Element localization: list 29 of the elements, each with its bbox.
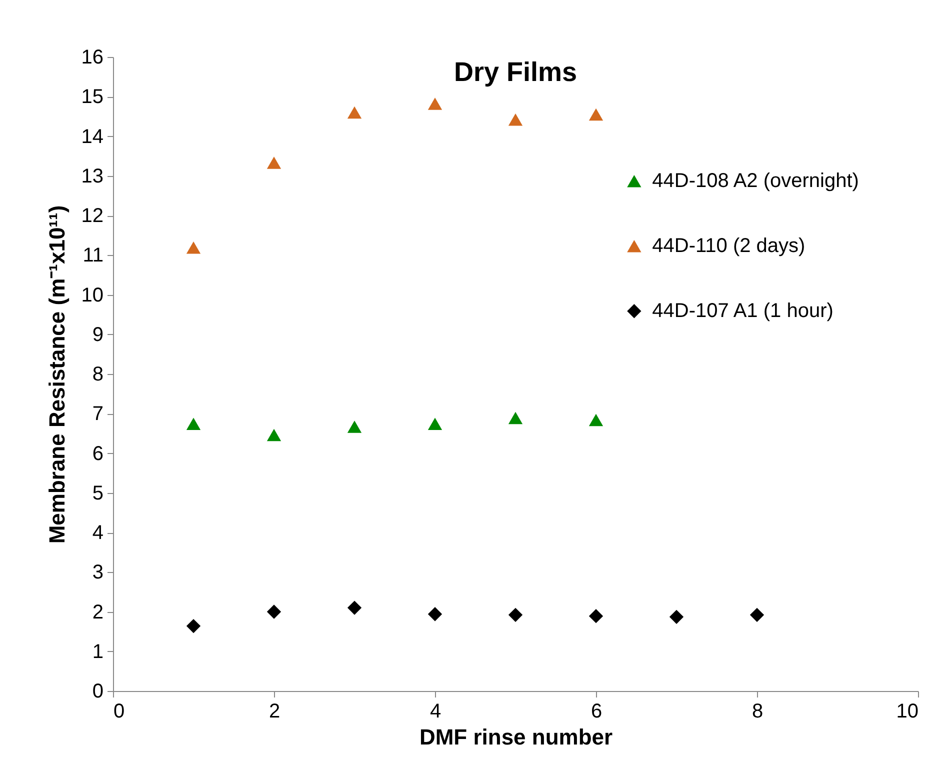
y-axis-title: Membrane Resistance (m⁻¹x10¹¹)	[44, 205, 70, 544]
y-tick-label: 4	[92, 522, 104, 544]
legend-label: 44D-108 A2 (overnight)	[652, 170, 859, 192]
y-tick-label: 5	[92, 482, 104, 504]
y-tick-label: 8	[92, 364, 104, 386]
y-tick-label: 15	[81, 86, 104, 108]
y-tick-label: 14	[81, 126, 104, 148]
x-tick-label: 8	[752, 700, 764, 722]
legend-label: 44D-107 A1 (1 hour)	[652, 300, 834, 322]
legend-label: 44D-110 (2 days)	[652, 235, 806, 258]
y-tick-label: 10	[81, 284, 104, 306]
x-tick-label: 10	[896, 700, 918, 722]
y-tick-label: 1	[92, 640, 104, 663]
y-tick-label: 13	[81, 165, 104, 188]
y-tick-label: 11	[82, 244, 104, 267]
y-tick-label: 2	[92, 601, 104, 624]
y-tick-label: 3	[92, 562, 104, 584]
x-tick-label: 2	[268, 700, 280, 722]
y-tick-label: 9	[92, 324, 104, 346]
y-tick-label: 12	[81, 205, 104, 227]
x-tick-label: 0	[114, 700, 125, 722]
y-tick-label: 7	[92, 403, 104, 426]
x-tick-label: 6	[590, 700, 602, 722]
y-tick-label: 0	[92, 680, 104, 702]
x-tick-label: 4	[430, 700, 442, 722]
y-tick-label: 16	[81, 46, 104, 68]
x-axis-title: DMF rinse number	[419, 724, 613, 750]
y-tick-label: 6	[92, 442, 104, 465]
chart-title: Dry Films	[454, 57, 578, 87]
